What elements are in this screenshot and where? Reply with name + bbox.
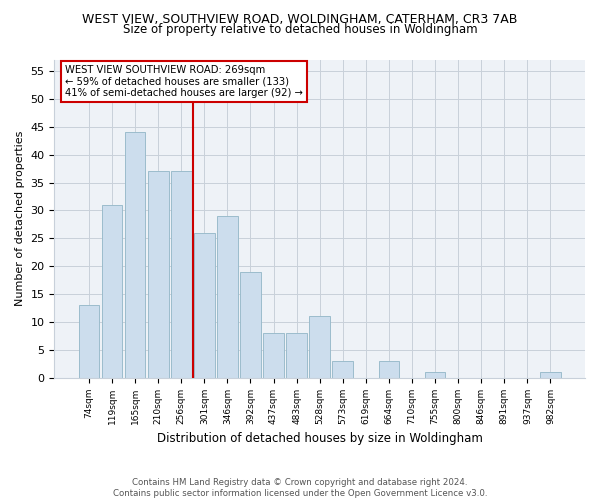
Bar [263, 333, 284, 378]
Bar [310, 316, 330, 378]
Y-axis label: Number of detached properties: Number of detached properties [15, 131, 25, 306]
Bar [125, 132, 145, 378]
Bar [379, 361, 400, 378]
Bar [240, 272, 261, 378]
Text: WEST VIEW, SOUTHVIEW ROAD, WOLDINGHAM, CATERHAM, CR3 7AB: WEST VIEW, SOUTHVIEW ROAD, WOLDINGHAM, C… [82, 12, 518, 26]
Bar [540, 372, 561, 378]
Bar [79, 305, 99, 378]
Bar [217, 216, 238, 378]
Bar [101, 205, 122, 378]
Bar [332, 361, 353, 378]
Text: Contains HM Land Registry data © Crown copyright and database right 2024.
Contai: Contains HM Land Registry data © Crown c… [113, 478, 487, 498]
X-axis label: Distribution of detached houses by size in Woldingham: Distribution of detached houses by size … [157, 432, 482, 445]
Text: Size of property relative to detached houses in Woldingham: Size of property relative to detached ho… [122, 24, 478, 36]
Bar [171, 172, 191, 378]
Bar [425, 372, 445, 378]
Bar [194, 232, 215, 378]
Bar [148, 172, 169, 378]
Bar [286, 333, 307, 378]
Text: WEST VIEW SOUTHVIEW ROAD: 269sqm
← 59% of detached houses are smaller (133)
41% : WEST VIEW SOUTHVIEW ROAD: 269sqm ← 59% o… [65, 65, 303, 98]
